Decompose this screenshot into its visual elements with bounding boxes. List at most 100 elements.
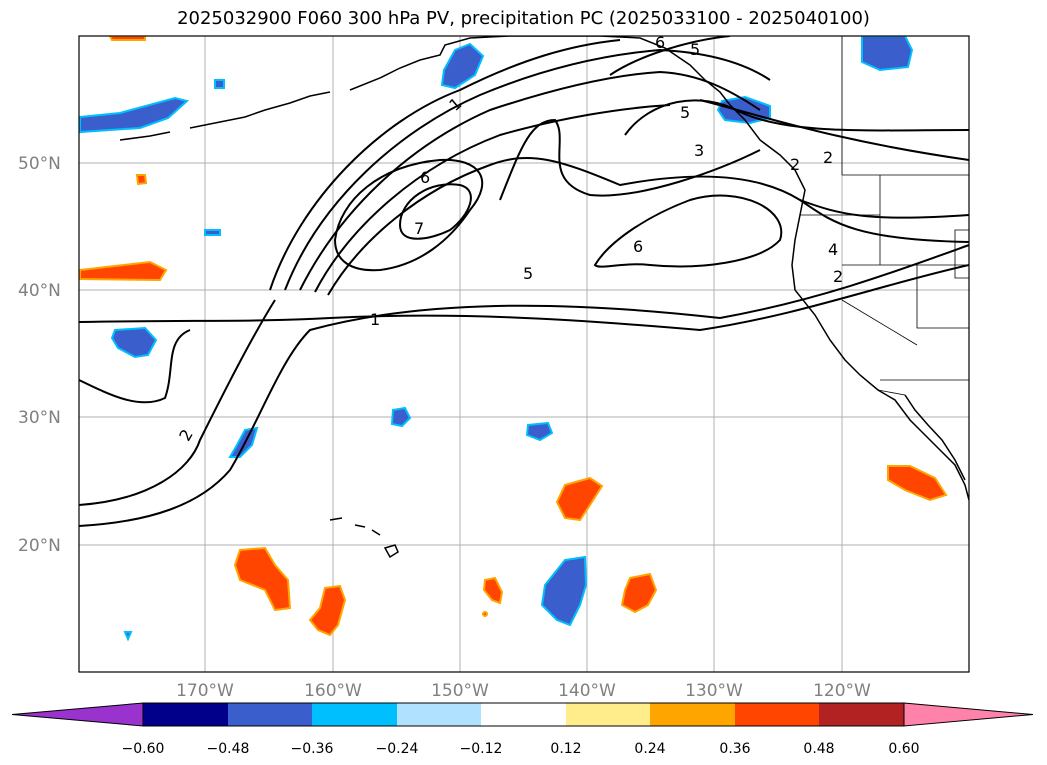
pv-contour-2-south: [79, 244, 969, 527]
colorbar-tick: 0.24: [634, 741, 665, 757]
lat-axis: 50°N 40°N 30°N 20°N: [18, 154, 61, 556]
state-borders: [800, 36, 969, 396]
precip-area: [233, 546, 292, 612]
contour-label: 2: [823, 148, 833, 167]
precip-area: [861, 36, 914, 72]
precip-area: [214, 79, 225, 89]
colorbar: [11, 702, 1034, 727]
colorbar-segment: [566, 703, 650, 726]
colorbar-tick: −0.24: [376, 741, 419, 757]
colorbar-extend-low: [11, 702, 144, 727]
lat-tick: 40°N: [18, 281, 61, 301]
aleutian-islands: [119, 91, 331, 141]
pv-contour-ridge-2: [284, 48, 771, 291]
contour-label: 6: [655, 33, 665, 52]
precip-area: [110, 326, 158, 359]
colorbar-tick: 0.48: [803, 741, 834, 757]
pv-contour-7: [398, 183, 472, 240]
precip-area: [79, 260, 168, 282]
contour-label: 6: [420, 168, 430, 187]
pv-contour-2-east: [699, 99, 969, 161]
lon-tick: 130°W: [685, 681, 743, 701]
contour-label: 5: [680, 103, 690, 122]
contour-label: 2: [175, 426, 197, 444]
colorbar-segment: [143, 703, 228, 726]
pv-contour-5-north: [609, 36, 731, 76]
colorbar-tick: −0.60: [122, 741, 165, 757]
precip-area: [716, 95, 771, 125]
colorbar-segment: [650, 703, 735, 726]
precip-area: [525, 421, 554, 442]
colorbar-segment: [481, 703, 566, 726]
pv-contour-6-east: [593, 194, 783, 268]
north-america-coast: [729, 104, 969, 501]
colorbar-segment: [228, 703, 312, 726]
coastlines: [119, 36, 969, 559]
colorbar-segment: [312, 703, 397, 726]
colorbar-segment: [819, 703, 904, 726]
colorbar-tick: −0.12: [460, 741, 503, 757]
contour-label: 2: [790, 155, 800, 174]
precip-area: [123, 631, 133, 642]
pv-contour-6-west: [333, 158, 484, 272]
pv-contour-ridge-3: [299, 70, 761, 291]
contour-label: 6: [633, 237, 643, 256]
contour-label: 3: [694, 141, 704, 160]
lon-axis: 170°W 160°W 150°W 140°W 130°W 120°W: [176, 681, 871, 701]
colorbar-tick: −0.36: [291, 741, 334, 757]
precip-area: [135, 174, 148, 186]
baja-california: [904, 394, 966, 481]
colorbar-tick: 0.12: [550, 741, 581, 757]
precip-area: [482, 611, 488, 617]
pv-contour-3: [624, 99, 969, 136]
pv-contour-4: [799, 199, 969, 219]
colorbar-ticks: −0.60 −0.48 −0.36 −0.24 −0.12 0.12 0.24 …: [122, 741, 920, 757]
contour-label: 2: [833, 267, 843, 286]
pv-contour-north: [499, 118, 761, 201]
colorbar-segment: [735, 703, 819, 726]
pv-contour-1-south: [79, 264, 969, 332]
colorbar-outline: [142, 702, 905, 727]
pv-contour-ridge-5: [327, 156, 969, 296]
precip-area: [555, 476, 604, 522]
colorbar-tick: 0.36: [719, 741, 750, 757]
colorbar-segment: [397, 703, 481, 726]
lat-tick: 50°N: [18, 154, 61, 174]
precip-area: [440, 42, 485, 90]
precip-area: [887, 465, 948, 502]
contour-label: 7: [414, 219, 424, 238]
pv-contour-ridge-4: [314, 104, 671, 293]
contour-label: 4: [828, 240, 838, 259]
pv-contour-2-west: [79, 299, 276, 506]
precip-area: [390, 406, 412, 428]
alaska-coast: [349, 36, 731, 106]
precip-area: [204, 229, 221, 236]
gridlines: [79, 36, 969, 672]
precip-negative-areas: [79, 36, 914, 642]
lon-tick: 160°W: [304, 681, 362, 701]
figure-title: 2025032900 F060 300 hPa PV, precipitatio…: [177, 8, 870, 29]
lon-tick: 170°W: [176, 681, 234, 701]
lon-tick: 120°W: [813, 681, 871, 701]
precip-area: [228, 426, 259, 458]
lat-tick: 20°N: [18, 536, 61, 556]
contour-label: 5: [690, 40, 700, 59]
lat-tick: 30°N: [18, 408, 61, 428]
colorbar-tick: 0.60: [888, 741, 919, 757]
map-frame: [78, 35, 970, 673]
contour-label: 1: [370, 310, 380, 329]
precip-area: [79, 96, 190, 134]
pv-contour-2-loop: [79, 329, 191, 404]
hawaii-islands: [329, 517, 399, 559]
lon-tick: 150°W: [431, 681, 489, 701]
contour-label: 5: [523, 264, 533, 283]
precip-area: [540, 555, 588, 627]
colorbar-tick: −0.48: [207, 741, 250, 757]
precip-area: [108, 36, 146, 41]
precip-area: [308, 584, 347, 637]
precip-area: [482, 576, 504, 605]
colorbar-extend-high: [903, 702, 1034, 727]
pv-contours: [79, 36, 969, 527]
precip-positive-areas: [79, 36, 948, 637]
